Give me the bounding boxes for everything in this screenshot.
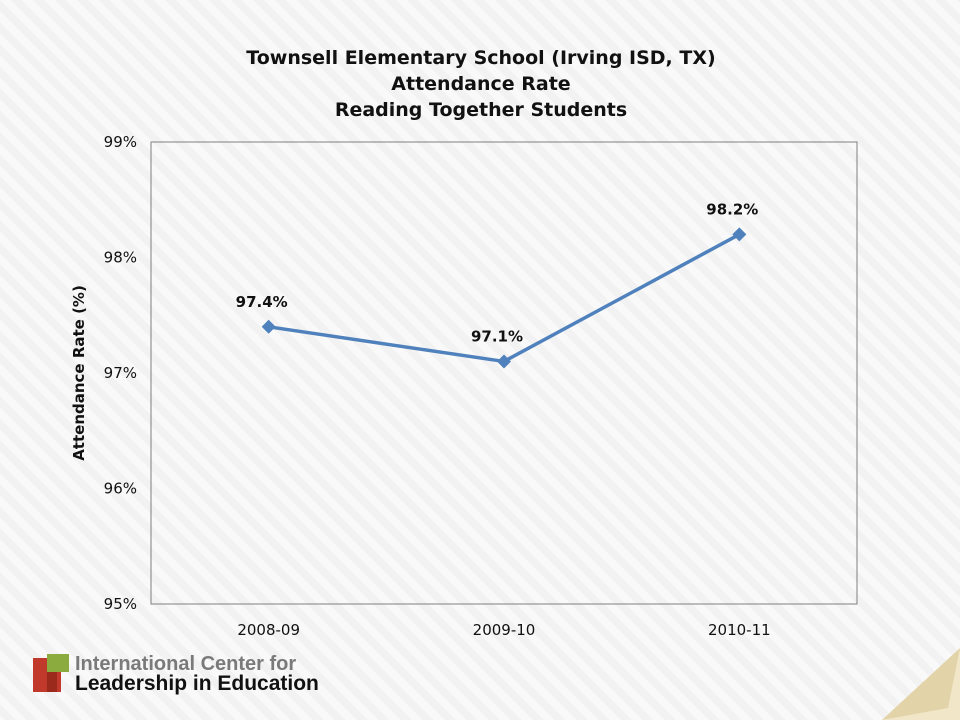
logo-mark-icon — [33, 654, 69, 692]
org-name-line2: Leadership in Education — [75, 672, 319, 695]
y-tick-label: 96% — [104, 480, 137, 498]
y-tick-label: 98% — [104, 249, 137, 267]
chart-title-line: Townsell Elementary School (Irving ISD, … — [246, 47, 715, 69]
data-point-marker — [732, 227, 747, 242]
x-tick-label: 2010-11 — [708, 621, 771, 639]
org-logo: International Center for Leadership in E… — [33, 653, 333, 695]
x-tick-label: 2008-09 — [237, 621, 300, 639]
series-group: 97.4% 97.1% 98.2% — [236, 200, 758, 369]
data-label: 97.1% — [471, 327, 523, 345]
data-point-marker — [497, 354, 511, 369]
data-point-marker — [261, 319, 276, 334]
y-tick-label: 99% — [104, 133, 137, 151]
y-axis-title: Attendance Rate (%) — [70, 285, 88, 461]
x-tick-label: 2009-10 — [473, 621, 536, 639]
y-tick-label: 97% — [104, 364, 137, 382]
page-curl-decoration — [882, 648, 960, 720]
data-label: 98.2% — [706, 200, 758, 218]
chart-title-line: Reading Together Students — [335, 99, 627, 121]
plot-area — [150, 141, 858, 605]
chart-title: Townsell Elementary School (Irving ISD, … — [246, 47, 715, 121]
org-name-line1: International Center for — [75, 653, 297, 675]
x-axis: 2008-09 2009-10 2010-11 — [237, 621, 770, 639]
chart-title-line: Attendance Rate — [391, 73, 570, 95]
data-label: 97.4% — [236, 293, 288, 311]
y-tick-label: 95% — [104, 595, 137, 613]
y-axis: 95% 96% 97% 98% 99% — [104, 133, 137, 613]
